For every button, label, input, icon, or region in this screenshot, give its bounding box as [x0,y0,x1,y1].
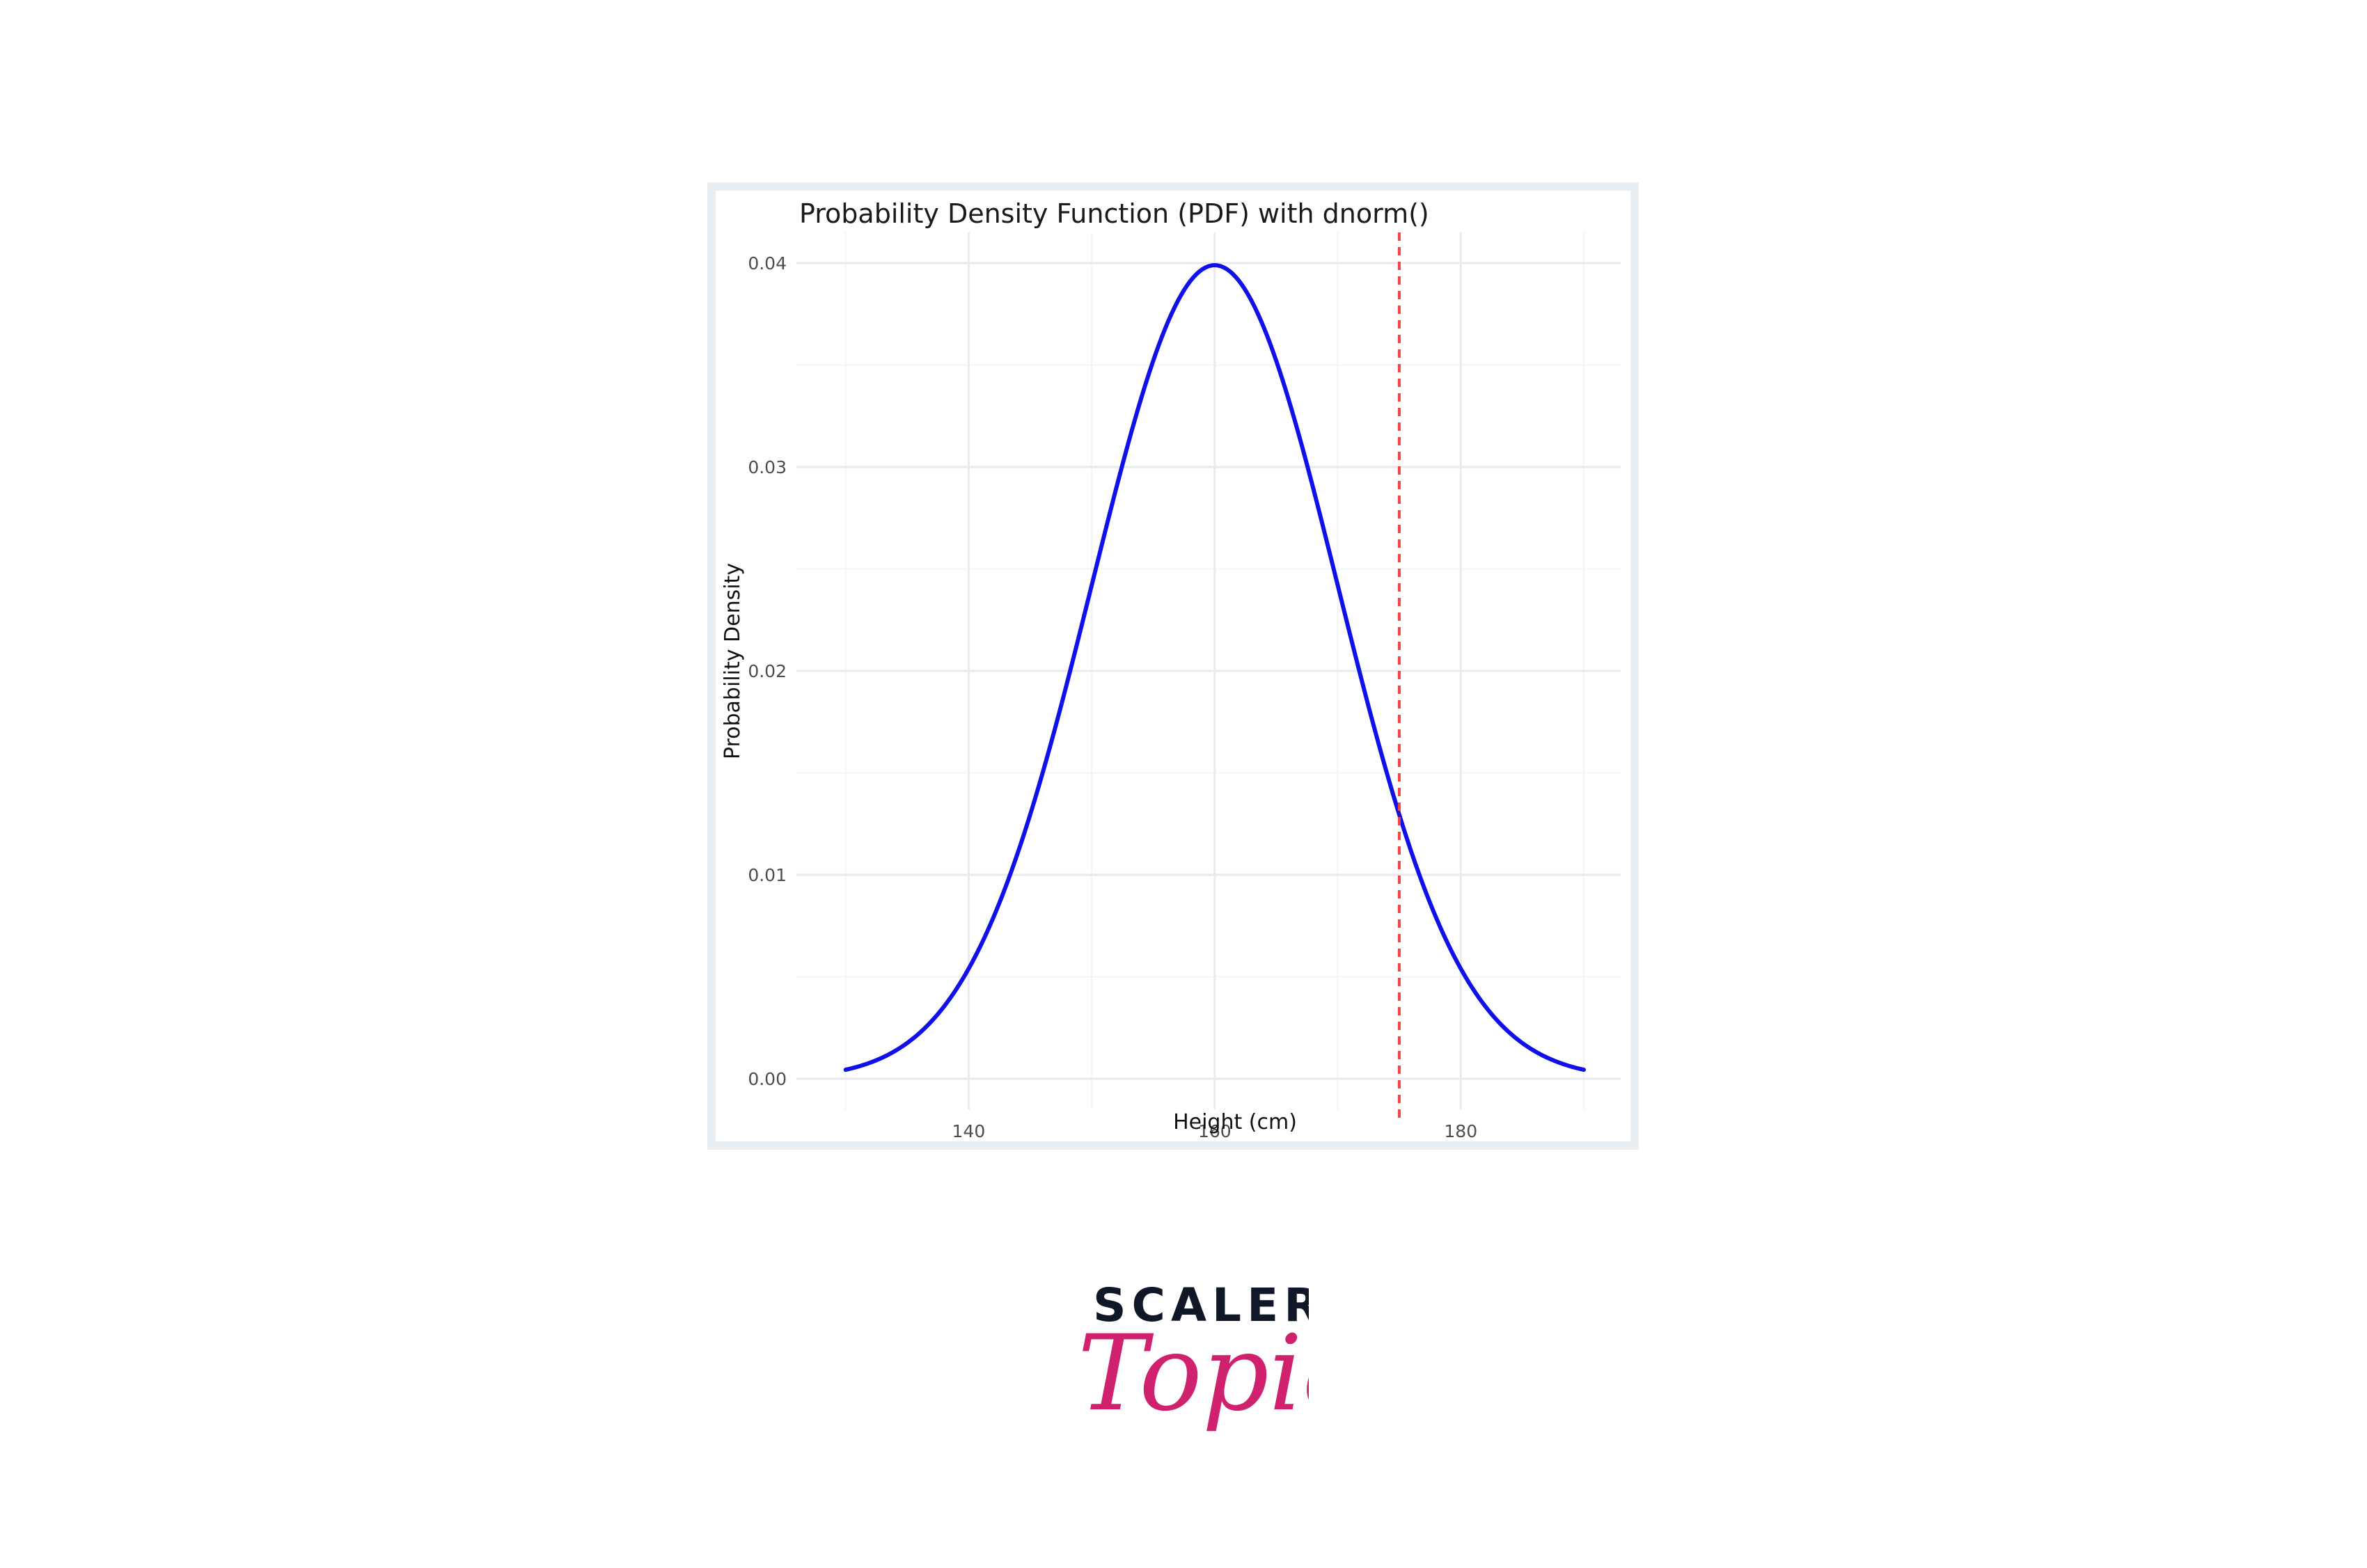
logo-wordmark: SCALER [1093,1278,1309,1332]
series-layer [843,263,1586,1072]
scaler-topics-logo: SCALER Topics [1078,1278,1309,1434]
y-tick-labels: 0.00 0.01 0.02 0.03 0.04 [748,253,787,1089]
x-tick-labels: 140 160 180 [952,1121,1478,1141]
density-curve-line [843,263,1586,1072]
y-tick-label: 0.04 [748,253,787,274]
x-tick-label: 180 [1444,1121,1477,1141]
y-tick-label: 0.02 [748,661,787,681]
logo-script: Topics [1078,1313,1309,1434]
chart-frame: 0.00 0.01 0.02 0.03 0.04 140 160 180 Probabili… [707,182,1639,1150]
y-tick-label: 0.00 [748,1069,787,1089]
chart-title: Probability Density Function (PDF) with … [799,198,1429,229]
x-axis-title: Height (cm) [1173,1110,1297,1134]
x-tick-label: 160 [1198,1121,1232,1141]
x-tick-label: 140 [952,1121,986,1141]
y-tick-label: 0.03 [748,457,787,477]
chart: 0.00 0.01 0.02 0.03 0.04 140 160 180 Probabili… [721,198,1621,1141]
y-axis-title: Probability Density [721,563,745,759]
major-gridlines [796,232,1621,1109]
y-tick-label: 0.01 [748,865,787,885]
